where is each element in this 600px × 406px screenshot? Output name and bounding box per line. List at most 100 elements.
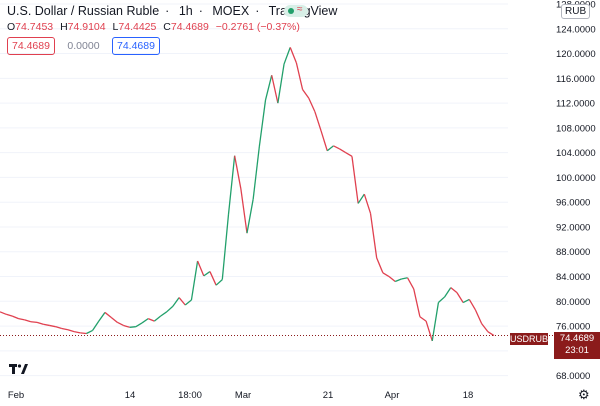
interval-label[interactable]: 1h [178,4,193,18]
price-tick-label: 88.0000 [556,247,590,258]
price-segment [308,97,316,113]
price-segment [295,62,304,90]
price-segment [104,311,112,318]
market-open-dot-icon [288,8,294,14]
price-segment [117,321,124,327]
quote-pills: 74.4689 0.0000 74.4689 [7,37,164,55]
price-segment [326,145,334,152]
price-segment [246,198,254,234]
price-segment [80,332,87,335]
price-segment [160,311,168,317]
tradingview-logo-icon[interactable] [9,362,29,376]
price-segment [425,320,433,342]
time-tick-label: Apr [385,390,400,401]
price-segment [413,288,421,317]
price-segment [406,277,415,290]
price-segment [339,148,347,154]
price-segment [363,193,372,214]
buy-price-pill[interactable]: 74.4689 [112,37,160,55]
time-tick-label: Mar [235,390,251,401]
open-value: 74.7453 [15,21,54,33]
price-segment [388,276,396,282]
price-segment [258,99,267,147]
grid [0,3,508,377]
sell-price-pill[interactable]: 74.4689 [7,37,55,55]
symbol-name: U.S. Dollar / Russian Ruble [7,4,160,18]
price-segment [450,287,458,294]
price-segment [190,260,199,301]
low-value: 74.4425 [118,21,157,33]
price-tick-label: 80.0000 [556,297,590,308]
price-segment [0,311,7,315]
price-segment [86,329,93,335]
time-tick-label: 18 [463,390,474,401]
gear-icon[interactable]: ⚙ [578,387,590,402]
price-segment [320,130,328,151]
time-tick-label: 18:00 [178,390,202,401]
price-segment [444,287,452,298]
price-segment [468,299,477,311]
price-segment [67,329,75,333]
price-tick-label: 100.0000 [556,173,596,184]
price-segment [203,271,211,277]
time-tick-label: 14 [125,390,136,401]
live-status-icon: ≈ [284,4,308,17]
price-segment [227,155,236,215]
price-segment [271,75,279,104]
price-segment [437,296,446,304]
price-segment [166,305,174,313]
price-tick-label: 120.0000 [556,49,596,60]
time-axis[interactable]: Feb 14 18:00 Mar 21 Apr 18 [8,390,473,401]
price-tick-label: 116.0000 [556,74,595,85]
price-tick-label: 76.0000 [556,322,590,333]
price-segment [357,193,365,204]
price-segment [43,323,50,327]
price-segment [289,47,298,64]
currency-button[interactable]: RUB [561,4,591,19]
price-segment [5,313,13,317]
price-segment [215,279,223,286]
price-segment [172,297,180,307]
price-segment [49,324,56,328]
ohlc-legend: O74.7453 H74.9104 L74.4425 C74.4689 −0.2… [7,21,300,33]
price-tick-label: 68.0000 [556,371,590,382]
price-segment [376,257,384,274]
price-segment [333,145,340,150]
price-segment [98,312,106,322]
close-value: 74.4689 [170,21,209,33]
price-tick-label: 96.0000 [556,198,590,209]
price-segment [55,326,62,330]
price-segment [153,315,161,322]
price-segment [135,322,143,328]
price-segment [24,319,32,323]
price-segment [345,152,353,157]
price-segment [419,316,427,322]
time-tick-label: 21 [323,390,334,401]
price-segment [12,315,19,320]
price-tick-label: 84.0000 [556,272,590,283]
price-segment [221,214,230,280]
price-segment [110,316,118,323]
price-segment [314,111,322,132]
price-segment [394,278,402,283]
price-segment [73,331,81,334]
low-label: L [112,21,119,33]
price-segment [196,260,205,277]
symbol-price-tag: USDRUB [510,333,549,345]
high-value: 74.9104 [67,21,106,33]
price-tick-label: 104.0000 [556,148,596,159]
price-segment [369,213,378,259]
price-axis[interactable]: 128.0000124.0000120.0000116.0000112.0000… [556,0,596,382]
price-segment [474,309,483,324]
price-tick-label: 92.0000 [556,222,590,233]
price-segment [36,321,44,325]
last-price-value: 74.4689 [559,333,595,344]
price-segment [123,324,130,328]
price-segment [481,323,489,333]
price-segment [283,47,291,65]
price-segment [302,89,310,99]
time-tick-label: Feb [8,390,24,401]
price-series [0,47,554,342]
